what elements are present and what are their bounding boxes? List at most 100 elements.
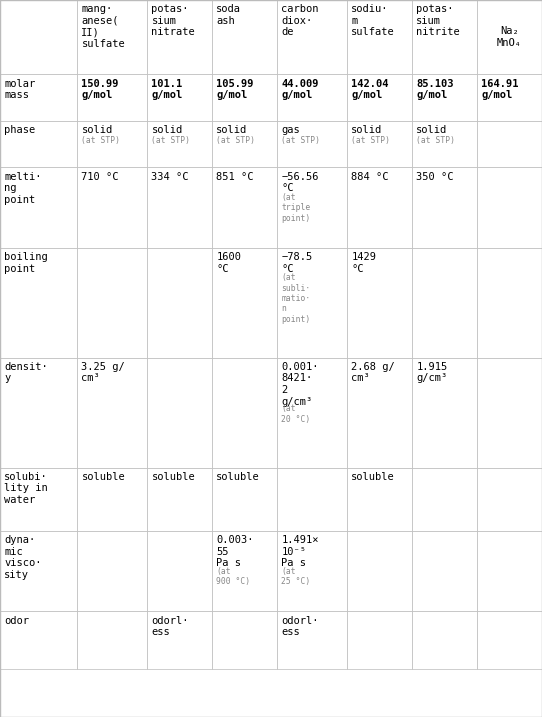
Text: melti·
ng
point: melti· ng point bbox=[4, 171, 42, 205]
Bar bbox=[0, 358, 78, 467]
Text: (at STP): (at STP) bbox=[216, 136, 255, 145]
Text: boiling
point: boiling point bbox=[4, 252, 48, 274]
Text: odorl·
ess: odorl· ess bbox=[151, 615, 189, 637]
Text: solid: solid bbox=[351, 125, 383, 135]
Bar bbox=[412, 0, 477, 75]
Bar bbox=[477, 612, 542, 669]
Text: solid: solid bbox=[216, 125, 248, 135]
Text: (at STP): (at STP) bbox=[416, 136, 455, 145]
Bar bbox=[0, 0, 78, 75]
Text: 334 °C: 334 °C bbox=[151, 171, 189, 181]
Bar bbox=[412, 531, 477, 612]
Bar bbox=[212, 358, 277, 467]
Text: 85.103
g/mol: 85.103 g/mol bbox=[416, 79, 454, 100]
Bar bbox=[277, 167, 347, 248]
Text: 350 °C: 350 °C bbox=[416, 171, 454, 181]
Text: odor: odor bbox=[4, 615, 29, 625]
Text: (at STP): (at STP) bbox=[81, 136, 120, 145]
Bar bbox=[347, 358, 412, 467]
Bar bbox=[0, 121, 78, 167]
Bar bbox=[147, 248, 212, 358]
Text: soda
ash: soda ash bbox=[216, 4, 241, 26]
Bar bbox=[277, 467, 347, 531]
Bar bbox=[347, 0, 412, 75]
Text: solubi·
lity in
water: solubi· lity in water bbox=[4, 472, 48, 505]
Bar bbox=[412, 358, 477, 467]
Text: (at
20 °C): (at 20 °C) bbox=[281, 404, 311, 424]
Text: 851 °C: 851 °C bbox=[216, 171, 254, 181]
Text: solid: solid bbox=[81, 125, 113, 135]
Bar bbox=[347, 248, 412, 358]
Text: (at
900 °C): (at 900 °C) bbox=[216, 567, 250, 587]
Bar bbox=[347, 121, 412, 167]
Bar bbox=[212, 121, 277, 167]
Text: soluble: soluble bbox=[216, 472, 260, 482]
Text: −78.5
°C: −78.5 °C bbox=[281, 252, 313, 274]
Text: 884 °C: 884 °C bbox=[351, 171, 389, 181]
Bar bbox=[477, 248, 542, 358]
Text: 1.915
g/cm³: 1.915 g/cm³ bbox=[416, 362, 448, 384]
Bar bbox=[147, 467, 212, 531]
Text: 142.04
g/mol: 142.04 g/mol bbox=[351, 79, 389, 100]
Text: (at
subli·
matio·
n
point): (at subli· matio· n point) bbox=[281, 273, 311, 323]
Bar bbox=[0, 531, 78, 612]
Text: 101.1
g/mol: 101.1 g/mol bbox=[151, 79, 183, 100]
Bar bbox=[412, 75, 477, 121]
Bar bbox=[277, 358, 347, 467]
Text: (at
triple
point): (at triple point) bbox=[281, 193, 311, 222]
Bar bbox=[78, 75, 147, 121]
Bar bbox=[477, 0, 542, 75]
Bar bbox=[147, 612, 212, 669]
Bar bbox=[78, 467, 147, 531]
Text: 0.001·
8421·
2
g/cm³: 0.001· 8421· 2 g/cm³ bbox=[281, 362, 319, 407]
Text: 1.491×
10⁻⁵
Pa s: 1.491× 10⁻⁵ Pa s bbox=[281, 535, 319, 569]
Bar bbox=[277, 121, 347, 167]
Bar bbox=[212, 75, 277, 121]
Bar bbox=[347, 531, 412, 612]
Bar bbox=[347, 75, 412, 121]
Bar bbox=[277, 612, 347, 669]
Bar bbox=[0, 612, 78, 669]
Text: mang·
anese(
II)
sulfate: mang· anese( II) sulfate bbox=[81, 4, 125, 49]
Text: soluble: soluble bbox=[151, 472, 195, 482]
Text: carbon
diox·
de: carbon diox· de bbox=[281, 4, 319, 37]
Text: potas·
sium
nitrate: potas· sium nitrate bbox=[151, 4, 195, 37]
Text: odorl·
ess: odorl· ess bbox=[281, 615, 319, 637]
Bar bbox=[78, 121, 147, 167]
Bar bbox=[212, 467, 277, 531]
Bar bbox=[78, 612, 147, 669]
Bar bbox=[0, 467, 78, 531]
Bar bbox=[78, 531, 147, 612]
Text: 0.003·
55
Pa s: 0.003· 55 Pa s bbox=[216, 535, 254, 569]
Bar bbox=[212, 531, 277, 612]
Bar bbox=[277, 75, 347, 121]
Text: (at STP): (at STP) bbox=[281, 136, 320, 145]
Bar bbox=[147, 167, 212, 248]
Bar bbox=[78, 358, 147, 467]
Bar bbox=[412, 121, 477, 167]
Bar bbox=[78, 0, 147, 75]
Text: gas: gas bbox=[281, 125, 300, 135]
Bar bbox=[0, 75, 78, 121]
Bar bbox=[477, 531, 542, 612]
Bar bbox=[0, 167, 78, 248]
Text: (at
25 °C): (at 25 °C) bbox=[281, 567, 311, 587]
Bar bbox=[277, 531, 347, 612]
Text: solid: solid bbox=[151, 125, 183, 135]
Bar bbox=[0, 248, 78, 358]
Text: Na₂
MnO₄: Na₂ MnO₄ bbox=[497, 27, 522, 48]
Text: 164.91
g/mol: 164.91 g/mol bbox=[481, 79, 519, 100]
Bar bbox=[147, 531, 212, 612]
Text: 710 °C: 710 °C bbox=[81, 171, 119, 181]
Bar bbox=[147, 75, 212, 121]
Bar bbox=[277, 248, 347, 358]
Bar bbox=[412, 467, 477, 531]
Bar bbox=[477, 358, 542, 467]
Bar bbox=[212, 612, 277, 669]
Bar bbox=[78, 167, 147, 248]
Bar bbox=[347, 167, 412, 248]
Bar bbox=[212, 0, 277, 75]
Text: molar
mass: molar mass bbox=[4, 79, 35, 100]
Text: −56.56
°C: −56.56 °C bbox=[281, 171, 319, 194]
Text: 1429
°C: 1429 °C bbox=[351, 252, 376, 274]
